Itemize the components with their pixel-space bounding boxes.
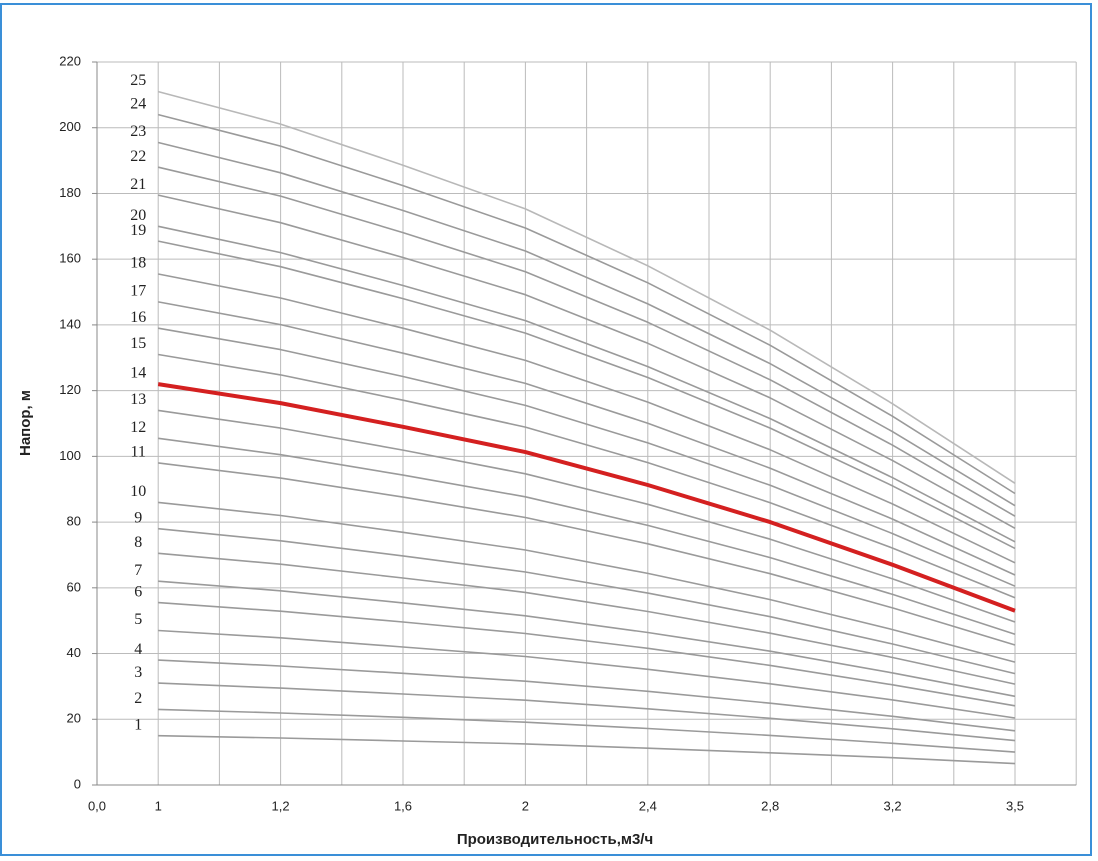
x-tick-label: 2,4 (639, 798, 657, 813)
curve (158, 409, 1016, 623)
curve (158, 166, 1016, 517)
curve (158, 734, 1016, 765)
y-axis-title: Напор, м (17, 390, 34, 456)
y-tick-label: 200 (59, 119, 81, 134)
curve-label: 16 (130, 309, 146, 326)
curve-label: 19 (130, 222, 146, 239)
x-axis-title: Производительность,м3/ч (457, 831, 653, 848)
curve (158, 225, 1016, 543)
curve-label: 14 (130, 365, 146, 382)
curve-label: 25 (130, 72, 146, 89)
y-tick-label: 0 (74, 776, 81, 791)
y-tick-label: 100 (59, 448, 81, 463)
y-tick-label: 20 (67, 711, 81, 726)
y-tick-label: 80 (67, 514, 81, 529)
curve (157, 90, 1016, 484)
curve (158, 462, 1016, 646)
x-tick-label: 2 (522, 798, 529, 813)
curve-label: 18 (130, 255, 146, 272)
x-tick-label: 1,2 (272, 798, 290, 813)
x-tick-label: 1,6 (394, 798, 412, 813)
curve (158, 194, 1016, 530)
curve (158, 552, 1016, 685)
curve (158, 273, 1016, 564)
curve-label: 11 (130, 444, 145, 461)
y-tick-label: 160 (59, 251, 81, 266)
x-tick-label: 3,5 (1006, 798, 1024, 813)
curve (158, 113, 1016, 495)
curve (158, 240, 1016, 550)
x-tick-label: 2,8 (761, 798, 779, 813)
curve-label: 3 (134, 664, 142, 681)
curve (158, 659, 1016, 732)
curve (158, 301, 1016, 576)
curve (158, 353, 1016, 599)
curve-label: 9 (134, 509, 142, 526)
curve-label: 6 (134, 583, 142, 600)
curve-label: 24 (130, 95, 146, 112)
curve (158, 629, 1016, 719)
curve-label: 23 (130, 123, 146, 140)
curve (158, 437, 1016, 635)
curve-label: 2 (134, 690, 142, 707)
curve-label: 4 (134, 641, 142, 658)
curve-label: 10 (130, 483, 146, 500)
y-tick-label: 60 (67, 579, 81, 594)
curve (158, 708, 1016, 753)
curve-label: 17 (130, 283, 146, 300)
curve (157, 382, 1016, 613)
curve-label: 15 (130, 335, 146, 352)
curve-label: 8 (134, 534, 142, 551)
y-tick-label: 120 (59, 382, 81, 397)
curve-label: 5 (134, 611, 142, 628)
frame (0, 3, 1092, 856)
x-tick-label: 1 (155, 798, 162, 813)
y-tick-label: 180 (59, 185, 81, 200)
curve-label: 1 (134, 716, 142, 733)
curve (158, 327, 1016, 587)
curve-label: 12 (130, 419, 146, 436)
curve (158, 580, 1016, 698)
y-tick-label: 220 (59, 53, 81, 68)
curve (158, 682, 1016, 742)
curve (158, 501, 1016, 663)
curve-label: 22 (130, 148, 146, 165)
curve-label: 7 (134, 562, 142, 579)
y-tick-label: 40 (67, 645, 81, 660)
curve (158, 141, 1016, 507)
x-tick-label: 0,0 (88, 798, 106, 813)
curve-label: 21 (130, 176, 146, 193)
x-tick-label: 3,2 (884, 798, 902, 813)
curve-label: 20 (130, 207, 146, 224)
curve (158, 601, 1016, 707)
curve (158, 527, 1016, 675)
curve-label: 13 (130, 391, 146, 408)
y-tick-label: 140 (59, 316, 81, 331)
